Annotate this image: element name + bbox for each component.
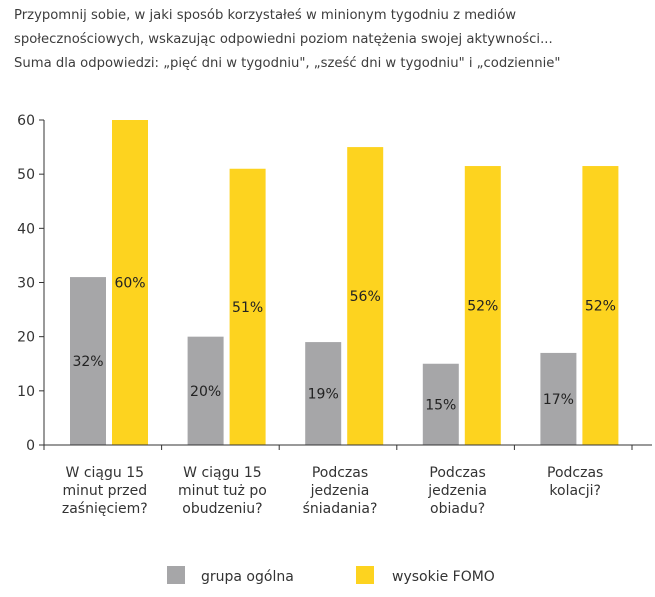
- bar-grupa-ogolna: [422, 363, 459, 445]
- data-label-grupa-ogolna: 20%: [190, 384, 221, 400]
- legend-swatch-grupa-ogolna: [167, 566, 185, 584]
- y-tick-label: 0: [26, 438, 35, 454]
- y-tick-label: 20: [17, 330, 35, 346]
- y-tick-label: 10: [17, 384, 35, 400]
- x-category-label: Podczas: [312, 465, 368, 481]
- x-category-label: śniadania?: [303, 501, 378, 517]
- y-tick-label: 50: [17, 167, 35, 183]
- x-category-label: minut tuż po: [178, 483, 267, 499]
- bar-grupa-ogolna: [187, 336, 224, 445]
- x-category-label: kolacji?: [549, 483, 601, 499]
- x-category-label: Podczas: [547, 465, 603, 481]
- data-label-wysokie-fomo: 56%: [350, 289, 381, 305]
- bar-grupa-ogolna: [70, 277, 106, 445]
- data-label-grupa-ogolna: 17%: [543, 392, 574, 408]
- x-category-label: W ciągu 15: [183, 465, 261, 481]
- x-category-label: Podczas: [429, 465, 485, 481]
- title-line-3: Suma dla odpowiedzi: „pięć dni w tygodni…: [14, 56, 561, 71]
- bar-grupa-ogolna: [305, 342, 342, 445]
- data-label-wysokie-fomo: 52%: [585, 299, 616, 315]
- data-label-grupa-ogolna: 19%: [308, 387, 339, 403]
- legend-label-grupa-ogolna: grupa ogólna: [201, 569, 294, 585]
- bar-wysokie-fomo: [112, 120, 148, 445]
- bar-grupa-ogolna: [540, 352, 577, 445]
- y-tick-label: 40: [17, 221, 35, 237]
- bar-wysokie-fomo: [347, 147, 384, 446]
- data-label-wysokie-fomo: 60%: [114, 276, 145, 292]
- bar-wysokie-fomo: [582, 166, 619, 445]
- x-category-label: obudzeniu?: [182, 501, 262, 517]
- bar-wysokie-fomo: [229, 168, 266, 445]
- x-category-label: W ciągu 15: [66, 465, 144, 481]
- x-category-label: jedzenia: [427, 483, 487, 499]
- x-category-label: minut przed: [62, 483, 147, 499]
- title-line-1: Przypomnij sobie, w jaki sposób korzysta…: [14, 8, 517, 23]
- x-category-label: zaśnięciem?: [62, 501, 148, 517]
- data-label-wysokie-fomo: 51%: [232, 300, 263, 316]
- x-category-label: obiadu?: [430, 501, 485, 517]
- y-tick-label: 30: [17, 276, 35, 292]
- legend-swatch-wysokie-fomo: [356, 566, 374, 584]
- data-label-wysokie-fomo: 52%: [467, 299, 498, 315]
- bar-wysokie-fomo: [464, 166, 501, 445]
- data-label-grupa-ogolna: 32%: [72, 354, 103, 370]
- data-label-grupa-ogolna: 15%: [425, 397, 456, 413]
- y-tick-label: 60: [17, 113, 35, 129]
- title-line-2: społecznościowych, wskazując odpowiedni …: [14, 32, 553, 47]
- chart-title: Przypomnij sobie, w jaki sposób korzysta…: [14, 4, 644, 76]
- legend-label-wysokie-fomo: wysokie FOMO: [392, 569, 495, 585]
- x-category-label: jedzenia: [310, 483, 370, 499]
